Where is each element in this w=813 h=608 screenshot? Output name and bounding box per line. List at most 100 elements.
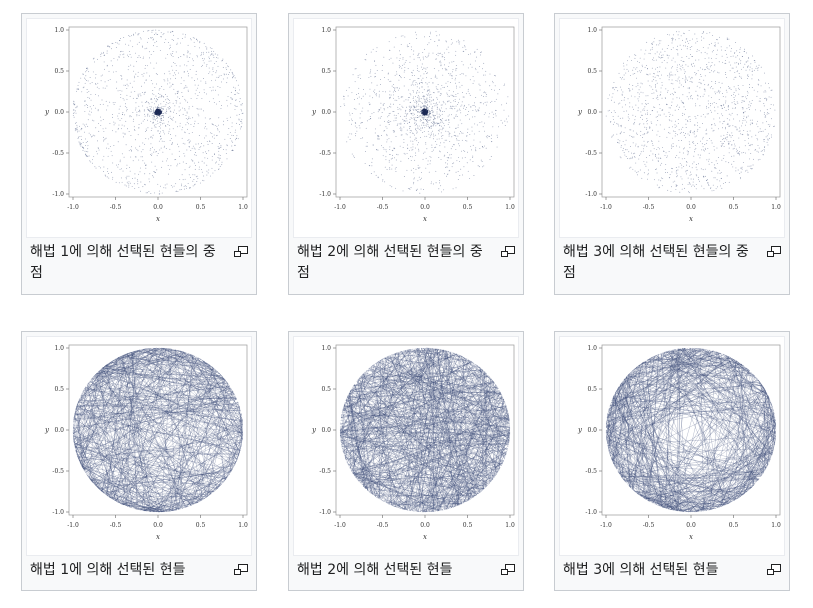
data-point [762,130,764,132]
data-point [646,112,648,114]
data-point [371,113,373,115]
data-point [153,51,155,53]
data-point [481,94,482,96]
data-point [722,182,724,184]
data-point [661,109,663,111]
data-point [365,151,366,152]
data-point [240,126,242,128]
data-point [177,57,179,59]
data-point [120,38,121,40]
data-point [684,45,686,47]
data-point [351,133,353,135]
data-point [656,111,658,113]
data-point [399,76,401,78]
data-point [687,151,689,152]
data-point [629,90,631,92]
chord [106,364,160,513]
data-point [725,126,726,128]
data-point [390,96,392,98]
data-point [374,89,376,91]
data-point [639,57,641,59]
data-point [463,166,465,168]
data-point [685,133,686,135]
data-point [444,67,446,69]
data-point [182,161,184,163]
data-point [370,51,372,53]
data-point [151,110,153,112]
data-point [437,129,439,131]
data-point [722,61,724,63]
data-point [190,38,191,40]
data-point [186,187,187,189]
plot-thumbnail[interactable]: -1.0 -1.0 -0.5 -0.5 0.0 0.0 0.5 0.5 1.0 1.0 x y [26,336,252,556]
plot-thumbnail[interactable]: -1.0 -1.0 -0.5 -0.5 0.0 0.0 0.5 0.5 1.0 1.0 x y [26,18,252,238]
data-point [689,131,691,133]
data-point [168,108,170,110]
data-point [448,122,450,124]
data-point [147,30,149,32]
data-point [121,181,123,183]
data-point [678,109,679,110]
data-point [211,48,213,50]
data-point [689,165,690,167]
data-point [453,105,455,107]
data-point [457,171,459,172]
data-point [424,151,426,153]
data-point [192,37,194,39]
magnify-icon[interactable] [501,246,515,258]
data-point [447,159,449,161]
data-point [440,142,442,144]
data-point [447,81,449,83]
plot-thumbnail[interactable]: -1.0 -1.0 -0.5 -0.5 0.0 0.0 0.5 0.5 1.0 1.0 x y [293,18,519,238]
data-point [193,41,195,43]
data-point [209,71,211,73]
data-point [348,120,350,122]
data-point [187,51,189,53]
data-point [142,56,144,58]
data-point [459,86,461,88]
data-point [95,127,97,129]
data-point [205,65,207,67]
data-point [433,92,435,94]
data-point [398,123,400,125]
data-point [432,100,434,102]
chord [75,411,136,510]
data-point [225,149,227,151]
data-point [429,155,431,157]
data-point [404,61,406,63]
data-point [378,96,380,98]
data-point [424,67,426,69]
data-point [358,125,360,127]
data-point [683,61,685,63]
data-point [220,146,222,148]
data-point [389,50,391,51]
data-point [82,150,84,152]
data-point [208,67,210,69]
data-point [644,66,646,68]
magnify-icon[interactable] [767,246,781,258]
data-point [701,185,703,187]
data-point [75,112,77,114]
data-point [481,161,483,162]
data-point [436,113,438,115]
data-point [212,98,214,100]
magnify-icon[interactable] [234,246,248,258]
data-point [239,124,240,125]
plot-thumbnail[interactable]: -1.0 -1.0 -0.5 -0.5 0.0 0.0 0.5 0.5 1.0 1.0 x y [559,18,785,238]
data-point [720,135,722,137]
data-point [638,96,640,98]
data-point [466,162,468,164]
data-point [433,125,435,127]
chord-plot: -1.0-1.0-0.5-0.50.00.00.50.51.01.0xy [44,344,248,541]
data-point [651,43,653,45]
data-point [81,91,83,93]
data-point [426,104,428,106]
data-point [386,139,388,141]
data-point [144,91,146,93]
data-point [721,82,723,84]
data-point [645,113,647,115]
data-point [417,111,419,113]
data-point [100,120,102,122]
data-point [77,85,79,87]
data-point [380,107,382,109]
